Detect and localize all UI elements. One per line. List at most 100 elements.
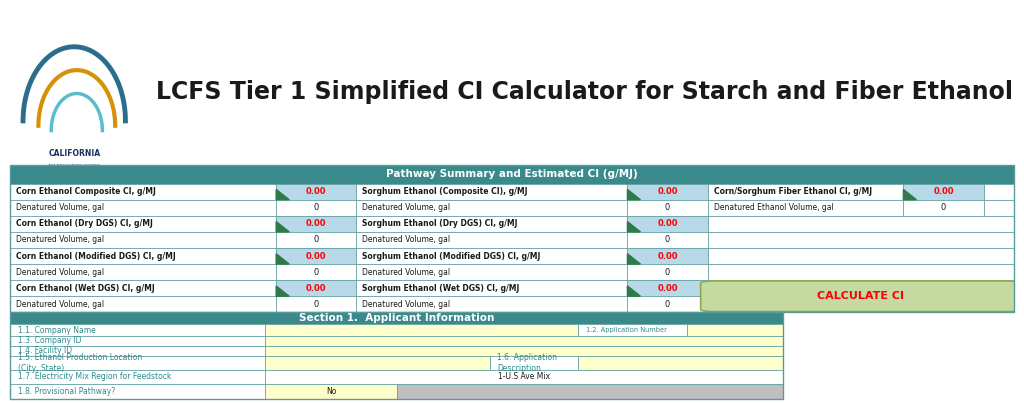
Bar	[10, 336, 265, 346]
Text: Corn/Sorghum Fiber Ethanol CI, g/MJ: Corn/Sorghum Fiber Ethanol CI, g/MJ	[714, 187, 871, 196]
Bar	[276, 200, 356, 216]
Bar	[579, 356, 783, 370]
Bar	[10, 346, 265, 356]
Bar	[397, 384, 783, 399]
Bar	[984, 200, 1014, 216]
Bar	[356, 264, 628, 280]
Bar	[708, 184, 903, 200]
Bar	[10, 296, 276, 312]
Text: Denatured Volume, gal: Denatured Volume, gal	[16, 203, 104, 212]
Text: 0.00: 0.00	[306, 251, 327, 260]
Text: 0: 0	[313, 268, 318, 276]
Bar	[708, 248, 1014, 264]
Bar	[10, 356, 265, 370]
Text: 0: 0	[313, 203, 318, 212]
Text: 1.7. Electricity Mix Region for Feedstock: 1.7. Electricity Mix Region for Feedstoc…	[18, 372, 171, 381]
Bar	[356, 232, 628, 248]
Text: Denatured Volume, gal: Denatured Volume, gal	[362, 268, 451, 276]
Bar	[10, 248, 276, 264]
Bar	[265, 384, 396, 399]
Text: Denatured Volume, gal: Denatured Volume, gal	[362, 235, 451, 245]
Polygon shape	[628, 254, 640, 264]
Text: LCFS Tier 1 Simplified CI Calculator for Starch and Fiber Ethanol: LCFS Tier 1 Simplified CI Calculator for…	[156, 80, 1013, 104]
Text: AIR RESOURCES BOARD: AIR RESOURCES BOARD	[48, 164, 100, 168]
Bar	[628, 200, 708, 216]
Text: Corn Ethanol (Wet DGS) CI, g/MJ: Corn Ethanol (Wet DGS) CI, g/MJ	[16, 284, 155, 293]
Bar	[628, 296, 708, 312]
Bar	[708, 216, 1014, 232]
Polygon shape	[276, 254, 289, 264]
Bar	[10, 280, 276, 296]
Text: 0: 0	[313, 300, 318, 309]
Bar	[628, 280, 708, 296]
Bar	[903, 200, 984, 216]
FancyBboxPatch shape	[700, 281, 1021, 312]
Text: 0: 0	[665, 235, 670, 245]
Polygon shape	[276, 222, 289, 232]
Text: CALCULATE CI: CALCULATE CI	[817, 291, 904, 301]
Text: 1.3. Company ID: 1.3. Company ID	[18, 336, 82, 345]
Text: CALIFORNIA: CALIFORNIA	[48, 149, 100, 158]
Bar	[356, 296, 628, 312]
Text: 1.5. Ethanol Production Location
(City, State): 1.5. Ethanol Production Location (City, …	[18, 353, 142, 373]
Bar	[984, 184, 1014, 200]
Text: 0.00: 0.00	[657, 219, 678, 229]
Text: Pathway Summary and Estimated CI (g/MJ): Pathway Summary and Estimated CI (g/MJ)	[386, 169, 638, 179]
Text: 1.1. Company Name: 1.1. Company Name	[18, 326, 95, 334]
Bar	[356, 216, 628, 232]
Text: Corn Ethanol (Dry DGS) CI, g/MJ: Corn Ethanol (Dry DGS) CI, g/MJ	[16, 219, 154, 229]
Bar	[276, 296, 356, 312]
Text: 1.4. Facility ID: 1.4. Facility ID	[18, 346, 72, 355]
Text: 0.00: 0.00	[306, 284, 327, 293]
Text: 0.00: 0.00	[657, 284, 678, 293]
Text: 0.00: 0.00	[657, 187, 678, 196]
Bar	[708, 264, 1014, 280]
Text: Section 1.  Applicant Information: Section 1. Applicant Information	[299, 314, 495, 323]
Bar	[579, 324, 687, 336]
Text: 0: 0	[665, 203, 670, 212]
Text: Denatured Volume, gal: Denatured Volume, gal	[16, 300, 104, 309]
Text: Denatured Volume, gal: Denatured Volume, gal	[16, 235, 104, 245]
Bar	[276, 280, 356, 296]
Bar	[265, 336, 783, 346]
Text: No: No	[326, 387, 336, 396]
Text: Sorghum Ethanol (Modified DGS) CI, g/MJ: Sorghum Ethanol (Modified DGS) CI, g/MJ	[362, 251, 541, 260]
Text: Denatured Volume, gal: Denatured Volume, gal	[362, 300, 451, 309]
Bar	[10, 216, 276, 232]
Bar	[708, 232, 1014, 248]
Text: Corn Ethanol Composite CI, g/MJ: Corn Ethanol Composite CI, g/MJ	[16, 187, 156, 196]
Bar	[10, 165, 1014, 184]
Bar	[356, 200, 628, 216]
Bar	[628, 248, 708, 264]
Bar	[708, 200, 903, 216]
Bar	[628, 232, 708, 248]
Bar	[489, 356, 579, 370]
Polygon shape	[276, 189, 289, 200]
Bar	[10, 384, 265, 399]
Bar	[265, 324, 579, 336]
Bar	[276, 248, 356, 264]
Text: 0: 0	[313, 235, 318, 245]
Polygon shape	[628, 222, 640, 232]
Bar	[628, 264, 708, 280]
Bar	[10, 370, 265, 384]
Bar	[10, 264, 276, 280]
Text: 0: 0	[665, 300, 670, 309]
Text: 0: 0	[941, 203, 946, 212]
Text: Denatured Volume, gal: Denatured Volume, gal	[16, 268, 104, 276]
Bar	[276, 264, 356, 280]
Bar	[10, 324, 265, 336]
Text: 1-U.S Ave Mix: 1-U.S Ave Mix	[499, 372, 551, 381]
Text: Sorghum Ethanol (Dry DGS) CI, g/MJ: Sorghum Ethanol (Dry DGS) CI, g/MJ	[362, 219, 518, 229]
Bar	[276, 184, 356, 200]
Bar	[276, 232, 356, 248]
Text: Sorghum Ethanol (Wet DGS) CI, g/MJ: Sorghum Ethanol (Wet DGS) CI, g/MJ	[362, 284, 520, 293]
Bar	[628, 184, 708, 200]
Text: 1.6. Application
Description: 1.6. Application Description	[498, 353, 557, 373]
Bar	[356, 280, 628, 296]
Bar	[10, 232, 276, 248]
Polygon shape	[628, 189, 640, 200]
Text: Corn Ethanol (Modified DGS) CI, g/MJ: Corn Ethanol (Modified DGS) CI, g/MJ	[16, 251, 176, 260]
Polygon shape	[276, 286, 289, 296]
Bar	[356, 248, 628, 264]
